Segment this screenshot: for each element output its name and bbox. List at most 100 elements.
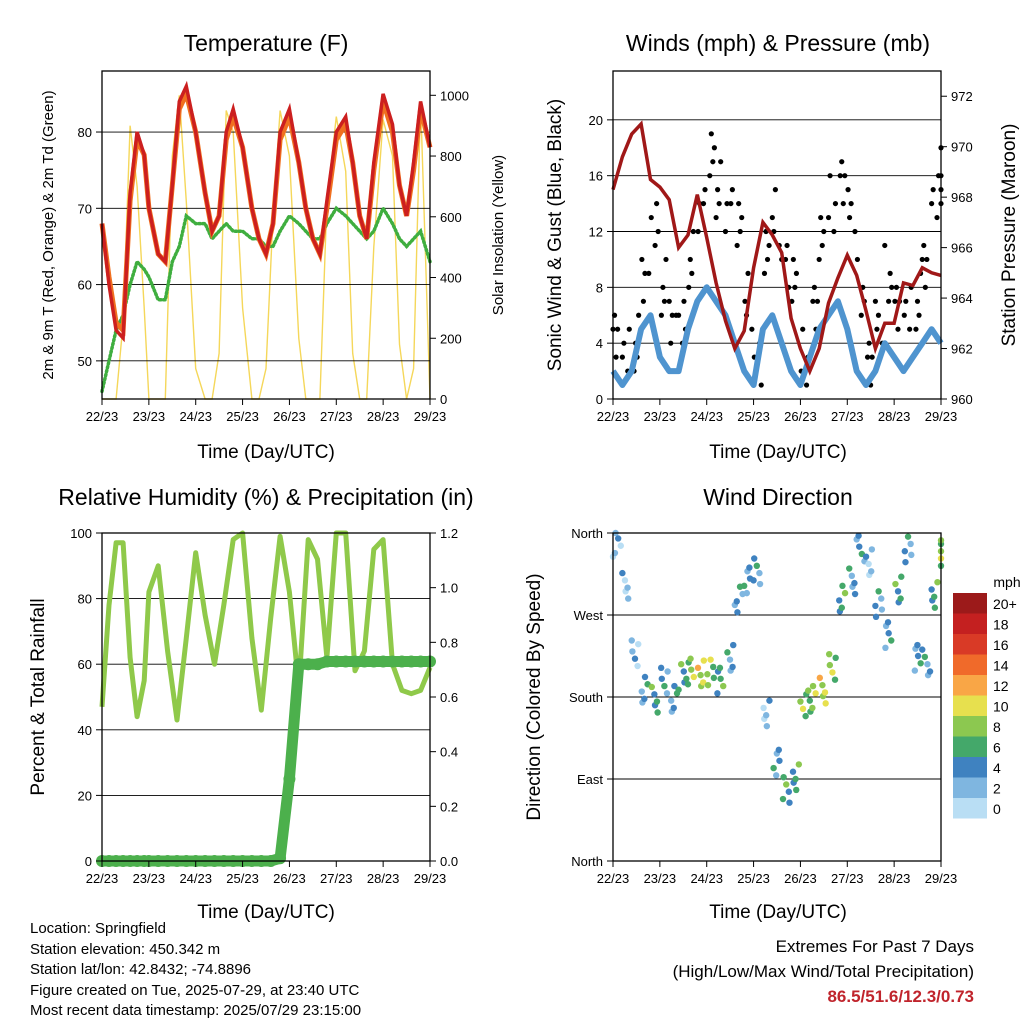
gust-point	[864, 354, 871, 360]
direction-point	[663, 690, 671, 697]
y-tick-label: 16	[589, 169, 603, 184]
gust-point	[626, 326, 632, 332]
gust-point	[816, 256, 822, 263]
gust-point	[711, 145, 717, 151]
y-tick-label: 80	[78, 125, 92, 140]
gust-point	[621, 340, 627, 346]
gust-point	[821, 228, 827, 235]
y-tick-label: 4	[596, 336, 603, 351]
direction-point	[760, 704, 767, 712]
direction-point	[625, 595, 632, 602]
direction-point	[789, 768, 797, 775]
direction-point	[619, 569, 626, 577]
y-tick-label: 8	[596, 280, 603, 295]
direction-point	[746, 564, 753, 571]
x-tick-label: 22/23	[597, 871, 630, 886]
y2-tick-label: 0.2	[440, 799, 458, 814]
temperature-ylabel: 2m & 9m T (Red, Orange) & 2m Td (Green)	[40, 90, 57, 379]
gust-point	[666, 298, 672, 304]
gust-point	[827, 173, 833, 179]
direction-point	[631, 655, 639, 662]
gust-point	[889, 284, 895, 290]
direction-point	[770, 764, 777, 772]
direction-point	[763, 722, 771, 730]
gust-point	[646, 270, 652, 276]
gust-point	[784, 242, 790, 249]
direction-point	[907, 540, 914, 548]
direction-panel: Wind Direction NorthEastSouthWestNorth22…	[524, 484, 1021, 923]
legend-label: 20+	[993, 596, 1017, 612]
x-tick-label: 22/23	[86, 871, 119, 886]
direction-point	[911, 667, 919, 674]
gust-point	[758, 382, 764, 388]
gust-point	[872, 298, 879, 304]
direction-point	[868, 568, 875, 575]
direction-point	[848, 572, 856, 580]
y2-tick-label: 0.4	[440, 745, 458, 760]
gust-point	[886, 298, 892, 304]
direction-point	[624, 584, 631, 591]
direction-point	[812, 690, 819, 697]
direction-point	[802, 712, 809, 720]
gust-point	[887, 270, 893, 276]
gust-point	[934, 214, 940, 221]
legend-label: 0	[993, 801, 1001, 817]
direction-point	[697, 671, 704, 679]
y2-tick-label: 600	[440, 210, 462, 225]
y-tick-label: 60	[78, 657, 92, 672]
legend-label: 6	[993, 740, 1001, 756]
direction-point	[638, 688, 645, 695]
y2-tick-label: 800	[440, 149, 462, 164]
gust-point	[901, 312, 907, 318]
direction-point	[865, 560, 872, 568]
direction-point	[819, 681, 826, 689]
y-tick-label: 50	[78, 354, 92, 369]
gust-point	[869, 354, 875, 360]
legend-label: 14	[993, 658, 1009, 674]
humidity-axes: 0 20 40 60 80 100 0.0 0.2 0.4 0.6 0.8 1.0 1.2 22/23 23…	[70, 526, 458, 886]
direction-point	[921, 653, 929, 661]
y-tick-label: South	[569, 690, 603, 705]
direction-title: Wind Direction	[703, 484, 853, 510]
direction-point	[751, 555, 758, 562]
direction-point	[694, 664, 702, 672]
gust-point	[837, 173, 843, 179]
direction-series	[609, 529, 945, 806]
gust-point	[832, 200, 839, 207]
gust-point	[772, 187, 778, 193]
y2-tick-label: 972	[951, 89, 973, 104]
x-tick-label: 25/23	[226, 871, 259, 886]
gust-point	[793, 270, 800, 276]
temperature-frame	[101, 70, 431, 400]
winds-title: Winds (mph) & Pressure (mb)	[626, 30, 930, 56]
direction-point	[648, 683, 655, 691]
direction-point	[851, 590, 859, 598]
direction-point	[885, 630, 892, 637]
direction-point	[786, 799, 793, 806]
x-tick-label: 29/23	[925, 409, 958, 424]
y2-tick-label: 1.0	[440, 581, 458, 596]
gust-point	[893, 284, 900, 290]
gust-point	[839, 159, 845, 165]
y2-tick-label: 964	[951, 291, 973, 306]
x-tick-label: 24/23	[179, 409, 212, 424]
y-tick-label: 12	[589, 225, 603, 240]
extremes-title: Extremes For Past 7 Days	[775, 937, 974, 956]
extremes-values: 86.5/51.6/12.3/0.73	[827, 987, 974, 1006]
y2-tick-label: 400	[440, 271, 462, 286]
gust-point	[648, 214, 654, 221]
gust-point	[930, 187, 936, 193]
temperature-series	[99, 80, 433, 394]
direction-point	[928, 586, 935, 593]
humidity-panel: Relative Humidity (%) & Precipitation (i…	[28, 484, 474, 923]
direction-point	[894, 588, 902, 595]
gust-point	[739, 214, 745, 221]
gust-point	[903, 298, 909, 304]
gust-point	[737, 228, 743, 235]
gust-point	[811, 284, 818, 290]
y2-tick-label: 962	[951, 342, 973, 357]
direction-point	[841, 589, 849, 597]
gust-point	[639, 256, 645, 263]
y-tick-label: 70	[78, 201, 92, 216]
gust-point	[729, 187, 735, 193]
